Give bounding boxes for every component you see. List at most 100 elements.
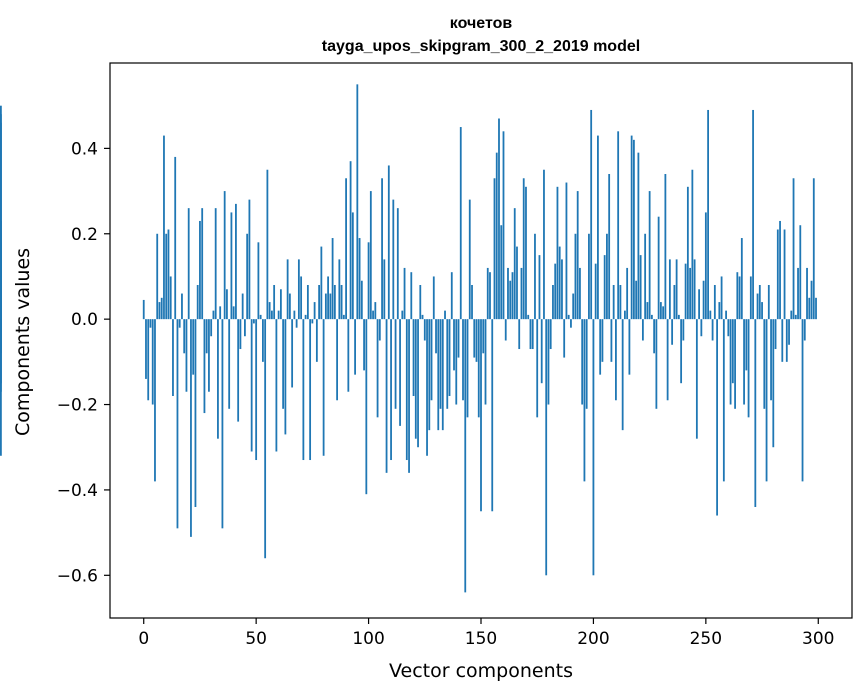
bar-186 [561, 259, 563, 320]
bar-269 [747, 319, 750, 418]
bar-286 [785, 319, 788, 362]
bar-104 [376, 319, 379, 418]
bar-200 [592, 319, 595, 576]
bar-194 [579, 267, 581, 320]
bar-undefined [0, 114, 2, 320]
bar-213 [621, 319, 624, 431]
bar-73 [306, 285, 309, 320]
bar-94 [354, 319, 356, 375]
bar-275 [761, 302, 763, 320]
bar-242 [686, 186, 689, 320]
bar-58 [273, 285, 276, 320]
bar-79 [320, 246, 323, 320]
bar-40 [232, 306, 235, 320]
bar-66 [291, 319, 294, 388]
bar-69 [297, 259, 300, 320]
bar-141 [459, 127, 462, 320]
bar-266 [740, 238, 743, 320]
bar-254 [713, 285, 716, 320]
bar-165 [513, 208, 516, 320]
bar-140 [457, 319, 460, 358]
bar-41 [235, 203, 237, 320]
bar-180 [547, 319, 550, 405]
bar-112 [394, 319, 397, 409]
bar-270 [749, 276, 752, 320]
bar-52 [259, 314, 262, 320]
bar-283 [779, 220, 781, 320]
bar-77 [315, 319, 318, 362]
bar-268 [745, 319, 748, 371]
bar-171 [527, 314, 530, 320]
bar-30 [210, 319, 213, 337]
bar-126 [426, 319, 428, 456]
bar-153 [486, 267, 489, 320]
bar-147 [473, 319, 476, 358]
bar-174 [534, 233, 536, 320]
bar-101 [369, 191, 372, 320]
bar-197 [585, 319, 588, 409]
bar-130 [435, 319, 437, 354]
bar-48 [250, 319, 253, 452]
bar-231 [662, 306, 665, 320]
y-tick-label: 0.0 [71, 310, 98, 330]
bar-113 [396, 208, 399, 320]
bar-37 [226, 289, 228, 320]
bar-17 [181, 293, 183, 320]
bar-240 [682, 319, 685, 341]
bar-129 [432, 276, 435, 320]
bar-271 [752, 109, 754, 320]
bar-276 [763, 319, 766, 409]
bar-74 [309, 319, 312, 461]
bar-226 [650, 314, 653, 320]
bar-6 [156, 233, 159, 320]
bar-87 [338, 259, 341, 320]
bar-294 [803, 319, 806, 341]
bar-142 [462, 319, 464, 401]
x-tick-label: 100 [352, 629, 384, 649]
bar-232 [664, 174, 667, 320]
bar-109 [387, 165, 390, 320]
bar-4 [151, 319, 154, 405]
bar-154 [489, 272, 491, 320]
bar-146 [471, 285, 473, 320]
bar-215 [626, 267, 629, 320]
bar-203 [599, 319, 602, 375]
bar-123 [419, 285, 422, 320]
bar-234 [668, 259, 671, 320]
bar-100 [367, 242, 370, 320]
bar-223 [644, 233, 647, 320]
bar-263 [734, 319, 736, 409]
bar-43 [239, 319, 242, 350]
bar-32 [214, 208, 217, 320]
x-tick-label: 50 [245, 629, 267, 649]
y-axis-ticks: −0.6 −0.4 −0.2 0.0 0.2 0.4 [57, 139, 110, 586]
bar-209 [612, 285, 615, 320]
bar-278 [767, 285, 770, 320]
bar-103 [374, 302, 377, 320]
bar-158 [498, 118, 500, 320]
bar-170 [525, 186, 527, 320]
bar-148 [475, 319, 478, 362]
bar-296 [808, 297, 811, 320]
bar-125 [423, 319, 426, 341]
bar-23 [194, 319, 197, 507]
bar-18 [183, 319, 186, 354]
bar-57 [270, 310, 273, 320]
bar-85 [333, 285, 336, 320]
bar-19 [185, 319, 188, 392]
x-tick-label: 200 [577, 629, 609, 649]
bar-175 [536, 319, 539, 418]
bar-124 [421, 314, 424, 320]
bar-258 [722, 319, 725, 482]
bar-162 [507, 267, 509, 320]
bar-8 [160, 297, 163, 320]
bar-132 [439, 319, 442, 409]
bar-16 [178, 319, 181, 328]
y-tick-label: −0.6 [57, 566, 98, 586]
bar-96 [358, 238, 361, 320]
bar-106 [381, 178, 383, 320]
bar-2 [147, 319, 150, 401]
bar-62 [282, 319, 285, 409]
chart-title-line-1: кочетов [450, 15, 513, 32]
x-tick-label: 250 [690, 629, 722, 649]
